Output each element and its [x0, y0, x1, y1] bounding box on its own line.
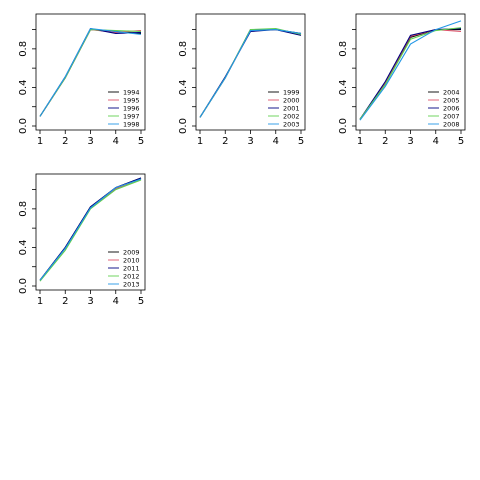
- x-tick-label: 5: [138, 296, 144, 307]
- x-tick-label: 4: [433, 136, 439, 147]
- x-tick-label: 4: [113, 296, 119, 307]
- legend-entry: 1994: [123, 88, 140, 96]
- y-tick-label: 0.8: [338, 41, 349, 57]
- series-line: [359, 27, 462, 120]
- x-tick-label: 3: [407, 136, 413, 147]
- legend-entry: 1996: [123, 104, 140, 112]
- legend-entry: 2010: [123, 256, 140, 264]
- x-tick-label: 5: [138, 136, 144, 147]
- series-line: [39, 178, 142, 281]
- x-tick-label: 1: [37, 296, 43, 307]
- legend-entry: 2006: [443, 104, 460, 112]
- y-tick-label: 0.8: [18, 41, 29, 57]
- legend-entry: 1997: [123, 112, 140, 120]
- x-tick-label: 3: [87, 136, 93, 147]
- legend-entry: 2004: [443, 88, 460, 96]
- legend-entry: 2001: [283, 104, 300, 112]
- y-tick-label: 0.0: [178, 118, 189, 134]
- y-tick-label: 0.0: [18, 118, 29, 134]
- legend-entry: 2012: [123, 272, 140, 280]
- x-tick-label: 4: [113, 136, 119, 147]
- y-tick-label: 0.8: [18, 201, 29, 217]
- legend-entry: 1995: [123, 96, 140, 104]
- x-tick-label: 1: [357, 136, 363, 147]
- y-tick-label: 0.4: [178, 79, 189, 95]
- series-line: [39, 28, 142, 117]
- legend-entry: 2005: [443, 96, 460, 104]
- x-tick-label: 5: [458, 136, 464, 147]
- y-tick-label: 0.4: [338, 79, 349, 95]
- x-tick-label: 2: [62, 296, 68, 307]
- y-tick-label: 0.4: [18, 79, 29, 95]
- legend-entry: 2003: [283, 120, 300, 128]
- y-tick-label: 0.0: [18, 278, 29, 294]
- legend-entry: 2007: [443, 112, 460, 120]
- x-tick-label: 2: [382, 136, 388, 147]
- x-tick-label: 2: [222, 136, 228, 147]
- legend-entry: 2009: [123, 248, 140, 256]
- x-tick-label: 3: [247, 136, 253, 147]
- legend-entry: 2002: [283, 112, 300, 120]
- legend-entry: 2011: [123, 264, 140, 272]
- x-tick-label: 4: [273, 136, 279, 147]
- x-tick-label: 2: [62, 136, 68, 147]
- legend-entry: 2008: [443, 120, 460, 128]
- legend-entry: 2000: [283, 96, 300, 104]
- x-tick-label: 1: [197, 136, 203, 147]
- y-tick-label: 0.8: [178, 41, 189, 57]
- legend-entry: 1999: [283, 88, 300, 96]
- x-tick-label: 3: [87, 296, 93, 307]
- legend-entry: 2013: [123, 280, 140, 288]
- series-line: [359, 20, 462, 121]
- y-tick-label: 0.0: [338, 118, 349, 134]
- y-tick-label: 0.4: [18, 239, 29, 255]
- series-line: [199, 29, 302, 118]
- x-tick-label: 1: [37, 136, 43, 147]
- x-tick-label: 5: [298, 136, 304, 147]
- legend-entry: 1998: [123, 120, 140, 128]
